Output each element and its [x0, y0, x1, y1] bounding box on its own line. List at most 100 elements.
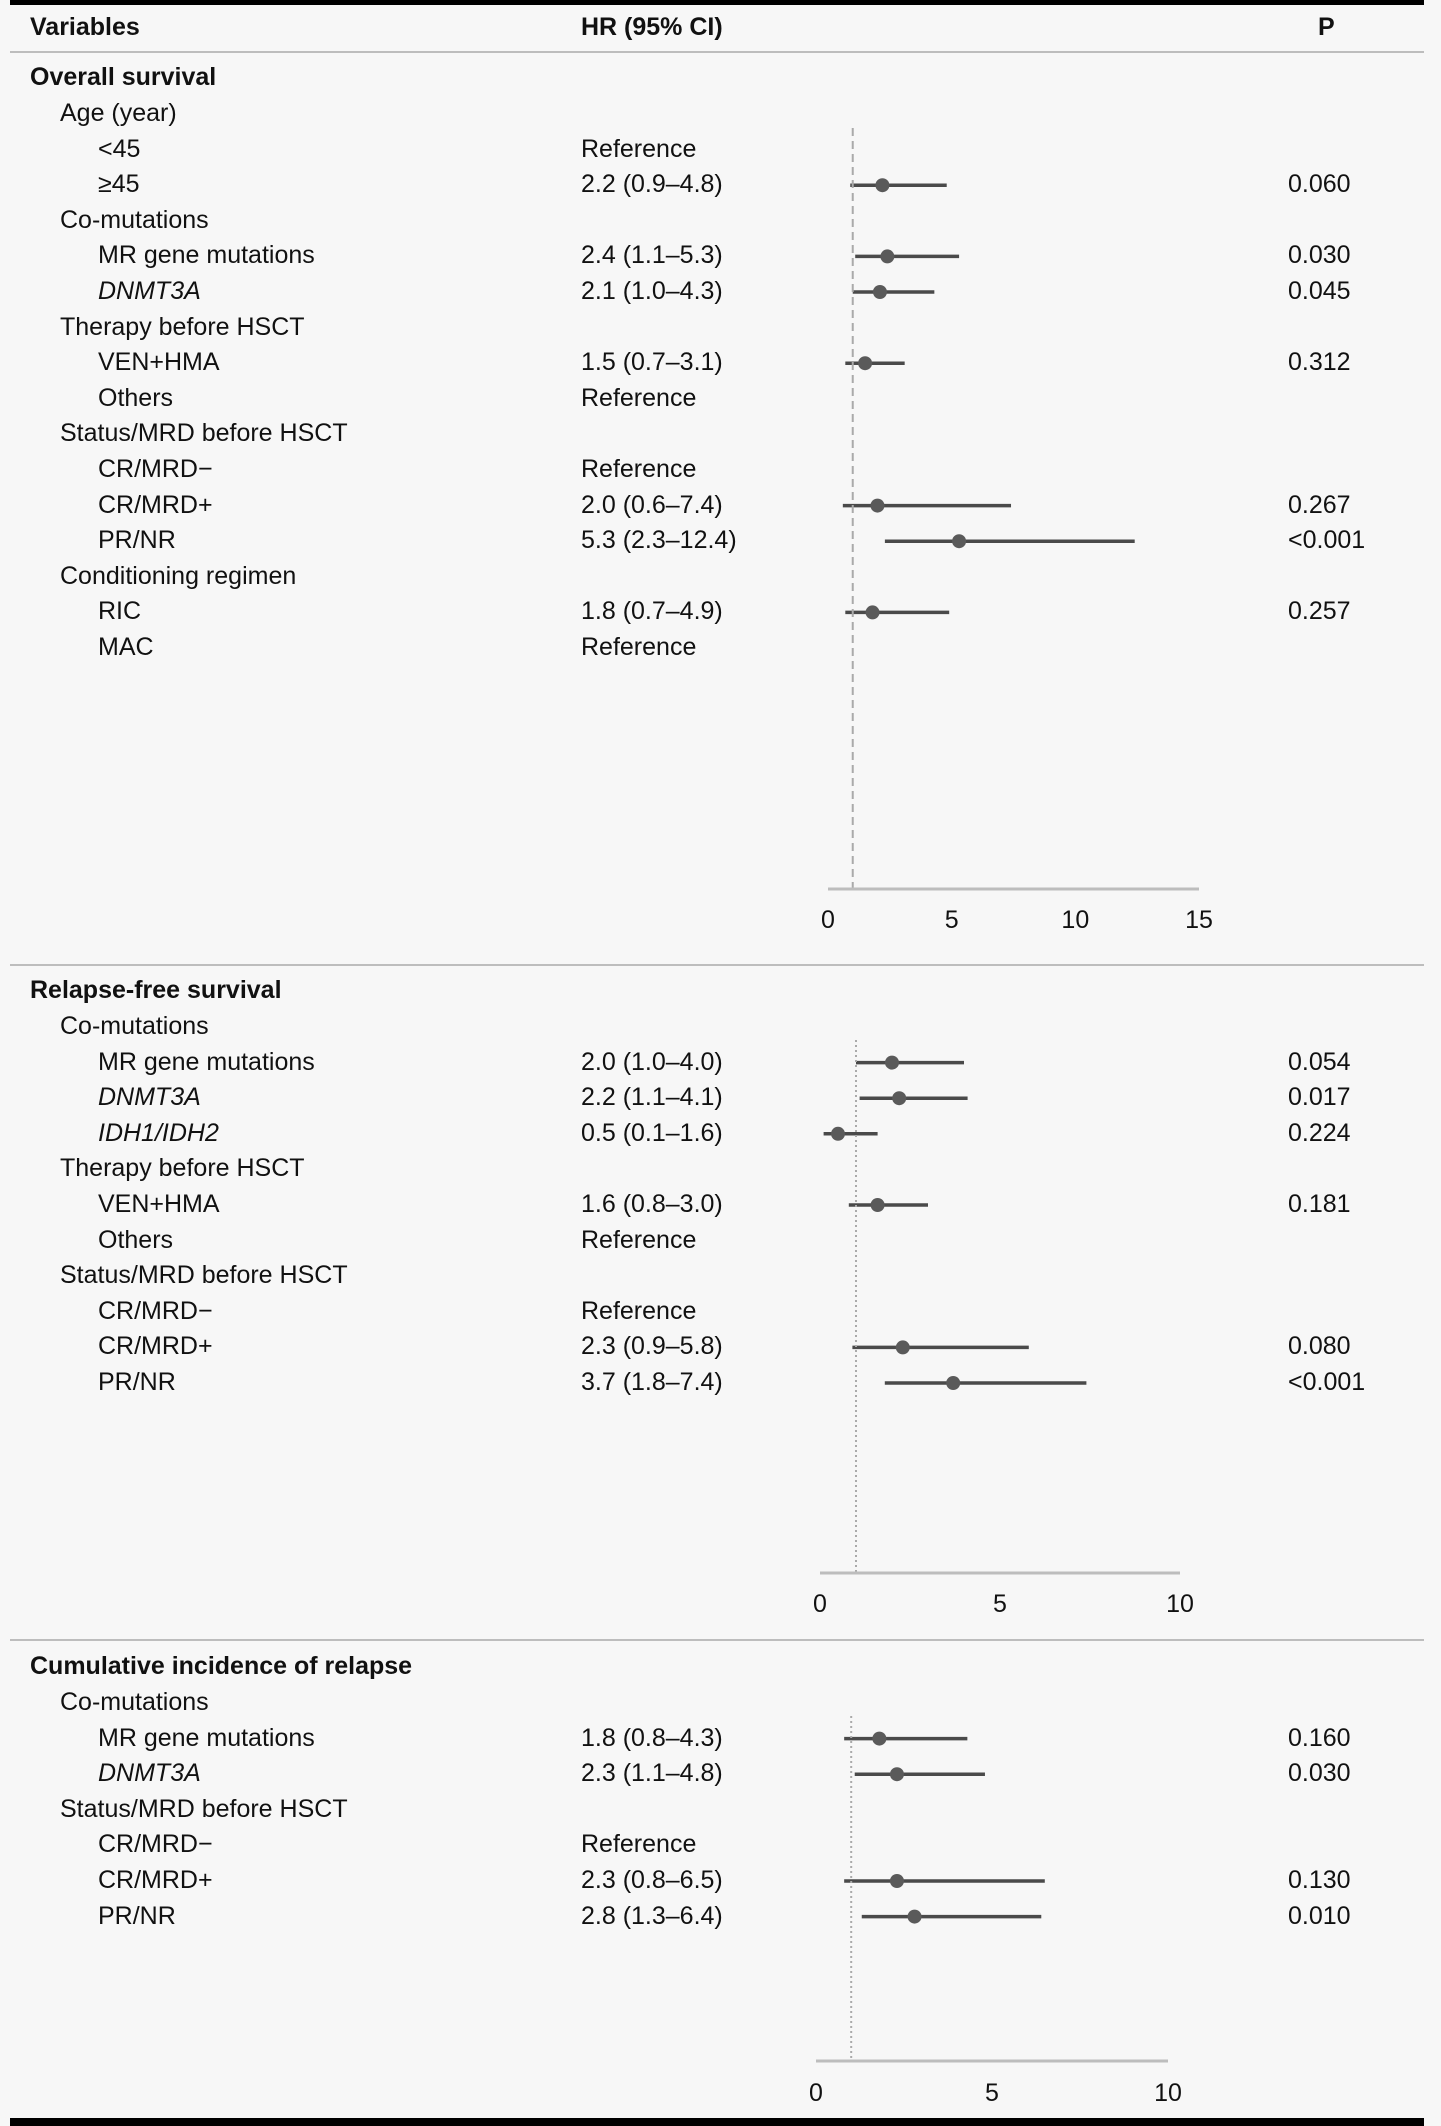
x-tick-label: 5 — [985, 2079, 999, 2107]
header-variables: Variables — [30, 13, 140, 41]
p-value: 0.010 — [1288, 1901, 1351, 1930]
hr-ci-value: 2.3 (0.9–5.8) — [581, 1332, 723, 1361]
hr-marker — [892, 1091, 907, 1106]
variable-label: VEN+HMA — [98, 1190, 220, 1218]
hr-marker — [895, 1340, 910, 1355]
variable-label: IDH1/IDH2 — [98, 1118, 219, 1147]
header-hr: HR (95% CI) — [581, 13, 723, 41]
hr-ci-value: Reference — [581, 1225, 697, 1254]
hr-ci-value: 2.4 (1.1–5.3) — [581, 241, 723, 270]
p-value: 0.045 — [1288, 277, 1351, 305]
variable-label: PR/NR — [98, 1901, 176, 1930]
variable-label: PR/NR — [98, 526, 176, 555]
p-value: 0.181 — [1288, 1190, 1351, 1218]
group-label: Co-mutations — [60, 1688, 209, 1716]
group-label: Status/MRD before HSCT — [60, 1261, 348, 1290]
group-label: Therapy before HSCT — [60, 1154, 305, 1183]
section-rule-rfs — [10, 964, 1424, 966]
hr-marker — [907, 1909, 922, 1924]
variable-label: Others — [98, 383, 174, 412]
hr-marker — [872, 285, 887, 299]
variable-label: RIC — [98, 597, 142, 626]
group-label: Age (year) — [60, 99, 177, 127]
hr-marker — [889, 1767, 904, 1782]
variable-label: PR/NR — [98, 1368, 176, 1396]
p-value: 0.060 — [1288, 170, 1351, 199]
section-rule-cir — [10, 1639, 1424, 1641]
hr-ci-value: Reference — [581, 383, 697, 412]
hr-ci-value: 1.6 (0.8–3.0) — [581, 1190, 723, 1218]
hr-ci-value: 2.1 (1.0–4.3) — [581, 277, 723, 305]
hr-ci-value: Reference — [581, 633, 697, 661]
group-label: Conditioning regimen — [60, 561, 297, 590]
p-value: 0.030 — [1288, 241, 1351, 270]
hr-ci-value: 0.5 (0.1–1.6) — [581, 1118, 723, 1147]
variable-label: DNMT3A — [98, 1083, 201, 1112]
hr-ci-value: 1.5 (0.7–3.1) — [581, 348, 723, 377]
variable-label: DNMT3A — [98, 1759, 201, 1788]
variable-label: CR/MRD+ — [98, 1866, 213, 1894]
x-tick-label: 10 — [1166, 1590, 1194, 1618]
x-tick-label: 10 — [1154, 2079, 1182, 2107]
group-label: Co-mutations — [60, 205, 209, 234]
group-label: Status/MRD before HSCT — [60, 419, 348, 448]
x-tick-label: 5 — [945, 906, 959, 934]
table-top-border — [10, 0, 1424, 5]
hr-ci-value: 2.2 (0.9–4.8) — [581, 170, 723, 199]
variable-label: CR/MRD+ — [98, 1332, 213, 1361]
hr-marker — [889, 1874, 904, 1888]
header-rule — [10, 51, 1424, 53]
section-title: Relapse-free survival — [30, 976, 282, 1004]
hr-ci-value: 1.8 (0.8–4.3) — [581, 1723, 723, 1752]
hr-ci-value: 2.3 (0.8–6.5) — [581, 1866, 723, 1894]
hr-ci-value: Reference — [581, 1296, 697, 1325]
section-title: Cumulative incidence of relapse — [30, 1652, 413, 1680]
hr-ci-value: 1.8 (0.7–4.9) — [581, 597, 723, 626]
variable-label: CR/MRD− — [98, 455, 213, 483]
variable-label: ≥45 — [98, 170, 140, 199]
hr-marker — [831, 1126, 845, 1141]
variable-label: MR gene mutations — [98, 241, 315, 270]
x-tick-label: 5 — [993, 1590, 1007, 1618]
x-tick-label: 0 — [821, 906, 835, 934]
p-value: 0.267 — [1288, 490, 1351, 519]
hr-ci-value: Reference — [581, 455, 697, 483]
hr-ci-value: 2.8 (1.3–6.4) — [581, 1901, 723, 1930]
hr-marker — [872, 1731, 887, 1746]
p-value: 0.030 — [1288, 1759, 1351, 1788]
p-value: 0.054 — [1288, 1047, 1351, 1076]
variable-label: DNMT3A — [98, 277, 201, 305]
group-label: Co-mutations — [60, 1012, 209, 1040]
hr-ci-value: 5.3 (2.3–12.4) — [581, 526, 737, 555]
p-value: 0.017 — [1288, 1083, 1351, 1112]
x-tick-label: 15 — [1185, 906, 1213, 934]
hr-marker — [875, 178, 890, 193]
p-value: 0.257 — [1288, 597, 1351, 626]
hr-ci-value: 2.2 (1.1–4.1) — [581, 1083, 723, 1112]
hr-ci-value: 2.0 (1.0–4.0) — [581, 1047, 723, 1076]
hr-ci-value: Reference — [581, 134, 697, 163]
hr-ci-value: Reference — [581, 1830, 697, 1859]
p-value: <0.001 — [1288, 1368, 1366, 1396]
x-tick-label: 0 — [813, 1590, 827, 1618]
hr-ci-value: 3.7 (1.8–7.4) — [581, 1368, 723, 1396]
p-value: 0.130 — [1288, 1866, 1351, 1894]
variable-label: VEN+HMA — [98, 348, 220, 377]
x-tick-label: 10 — [1061, 906, 1089, 934]
hr-marker — [885, 1055, 899, 1070]
group-label: Therapy before HSCT — [60, 312, 305, 341]
hr-ci-value: 2.0 (0.6–7.4) — [581, 490, 723, 519]
variable-label: MR gene mutations — [98, 1723, 315, 1752]
hr-ci-value: 2.3 (1.1–4.8) — [581, 1759, 723, 1788]
variable-label: <45 — [98, 134, 141, 163]
variable-label: MAC — [98, 633, 154, 661]
hr-marker — [952, 534, 967, 549]
hr-marker — [870, 1198, 885, 1212]
hr-marker — [858, 356, 873, 371]
variable-label: Others — [98, 1225, 174, 1254]
hr-marker — [865, 605, 880, 620]
section-title: Overall survival — [30, 63, 217, 91]
p-value: 0.224 — [1288, 1118, 1351, 1147]
hr-marker — [880, 249, 895, 264]
group-label: Status/MRD before HSCT — [60, 1794, 348, 1823]
